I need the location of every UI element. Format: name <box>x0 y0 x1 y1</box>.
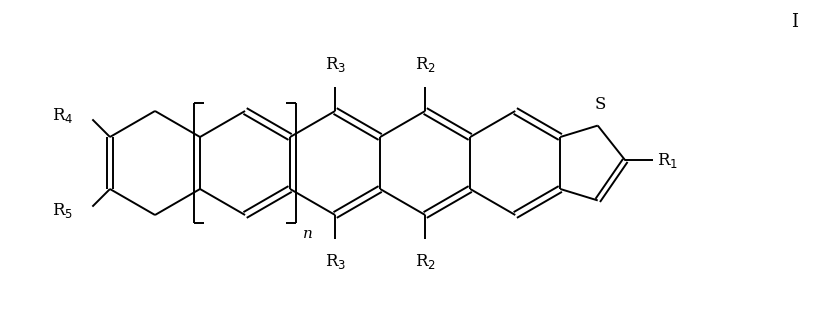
Text: R$_2$: R$_2$ <box>415 252 436 271</box>
Text: S: S <box>595 95 606 112</box>
Text: I: I <box>791 13 799 31</box>
Text: R$_5$: R$_5$ <box>52 201 73 220</box>
Text: R$_4$: R$_4$ <box>52 106 73 125</box>
Text: R$_1$: R$_1$ <box>658 151 678 170</box>
Text: R$_3$: R$_3$ <box>324 55 346 74</box>
Text: R$_2$: R$_2$ <box>415 55 436 74</box>
Text: R$_3$: R$_3$ <box>324 252 346 271</box>
Text: n: n <box>303 227 313 241</box>
